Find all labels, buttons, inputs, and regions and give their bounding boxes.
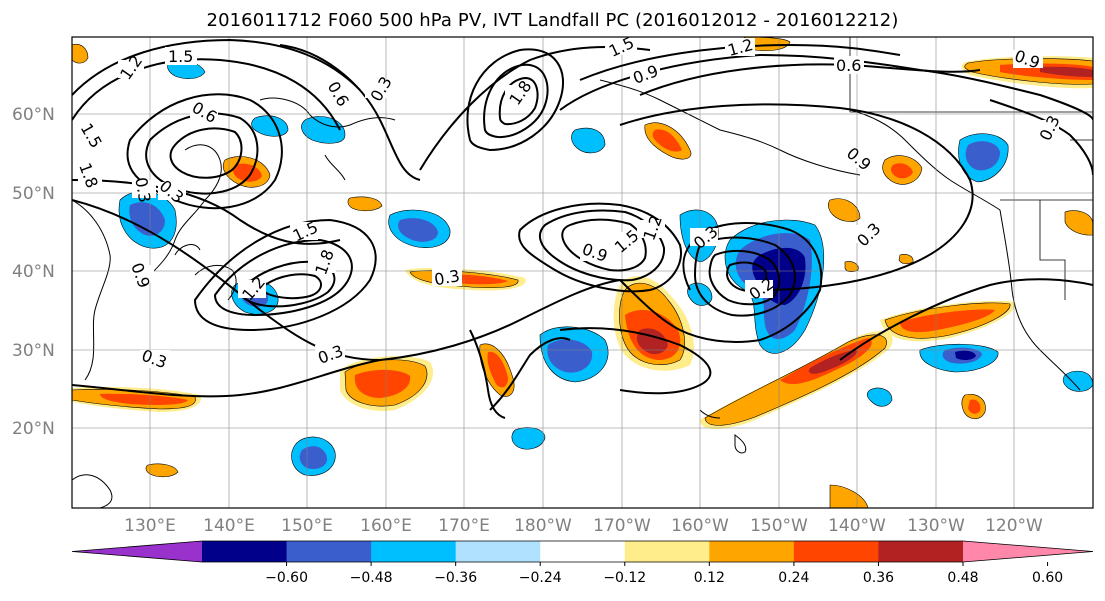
colorbar-tick-label: −0.24 bbox=[519, 570, 562, 586]
contour-label: 0.3 bbox=[433, 266, 461, 289]
colorbar-segment bbox=[540, 541, 626, 562]
colorbar-segment bbox=[878, 541, 964, 562]
positive-anomaly-blob bbox=[72, 37, 1093, 508]
colorbar-extend-max bbox=[963, 541, 1093, 562]
lon-label: 150°E bbox=[281, 516, 333, 536]
lat-label: 50°N bbox=[12, 184, 55, 204]
lat-label: 20°N bbox=[12, 419, 55, 439]
colorbar-tick-label: 0.24 bbox=[778, 570, 809, 586]
map-border bbox=[71, 36, 1094, 509]
colorbar-segment bbox=[455, 541, 541, 562]
colorbar-tick-label: −0.60 bbox=[265, 570, 308, 586]
positive-anomaly-blob bbox=[880, 300, 1016, 342]
colorbar-tick-label: 0.36 bbox=[863, 570, 894, 586]
positive-anomaly-blob bbox=[222, 155, 923, 188]
lon-label: 120°W bbox=[985, 516, 1043, 536]
colorbar-segment bbox=[624, 541, 710, 562]
gridlines bbox=[72, 37, 1093, 508]
lon-label: 130°W bbox=[907, 516, 965, 536]
contour-label: 0.6 bbox=[836, 56, 861, 75]
contour-labels: 1.5 1.2 0.6 1.5 1.8 0.3 1.8 0.9 1.5 1.2 … bbox=[75, 35, 1064, 372]
contour-label: 1.5 bbox=[168, 47, 193, 66]
map-content: 1.5 1.2 0.6 1.5 1.8 0.3 1.8 0.9 1.5 1.2 … bbox=[72, 35, 1093, 508]
lat-label: 60°N bbox=[12, 105, 55, 125]
colorbar-segment bbox=[371, 541, 457, 562]
lon-label: 160°E bbox=[360, 516, 412, 536]
colorbar-segment bbox=[709, 541, 795, 562]
lon-label: 140°E bbox=[203, 516, 255, 536]
map-title: 2016011712 F060 500 hPa PV, IVT Landfall… bbox=[206, 10, 899, 31]
lat-label: 30°N bbox=[12, 341, 55, 361]
colorbar-outline bbox=[71, 540, 1094, 563]
colorbar-extend-min bbox=[72, 541, 202, 562]
colorbar-tick-label: 0.60 bbox=[1032, 570, 1063, 586]
colorbar-tick-label: 0.48 bbox=[947, 570, 978, 586]
lon-label: 180°W bbox=[514, 516, 572, 536]
colorbar-tick-label: −0.12 bbox=[603, 570, 646, 586]
longitude-labels: 130°E 140°E 150°E 160°E 170°E 180°W 170°… bbox=[124, 516, 1043, 536]
negative-anomaly-blob bbox=[388, 209, 451, 249]
political-boundaries bbox=[849, 37, 1093, 300]
negative-anomaly-blob bbox=[291, 436, 336, 476]
lon-label: 160°W bbox=[671, 516, 729, 536]
negative-anomaly-blob bbox=[118, 191, 177, 249]
lat-label: 40°N bbox=[12, 262, 55, 282]
colorbar-segment bbox=[202, 541, 288, 562]
lon-label: 170°E bbox=[438, 516, 490, 536]
negative-anomaly-blob bbox=[539, 326, 609, 383]
contour-label: 1.2 bbox=[726, 35, 756, 60]
positive-anomaly-blob bbox=[961, 56, 1093, 89]
colorbar-tick-label: −0.36 bbox=[434, 570, 477, 586]
colorbar-tick-label: 0.12 bbox=[694, 570, 725, 586]
lon-label: 150°W bbox=[750, 516, 808, 536]
colorbar-segment bbox=[286, 541, 372, 562]
negative-anomaly-blob bbox=[919, 343, 999, 373]
lon-label: 170°W bbox=[593, 516, 651, 536]
latitude-labels: 60°N 50°N 40°N 30°N 20°N bbox=[12, 105, 55, 439]
shading-layer bbox=[72, 37, 1093, 508]
colorbar: −0.60 −0.48 −0.36 −0.24 −0.12 0.12 0.24 0.36 0.4… bbox=[71, 540, 1094, 586]
lon-label: 140°W bbox=[828, 516, 886, 536]
colorbar-segment bbox=[793, 541, 879, 562]
lon-label: 130°E bbox=[124, 516, 176, 536]
colorbar-tick-label: −0.48 bbox=[350, 570, 393, 586]
contour-label: 0.3 bbox=[131, 176, 154, 204]
negative-anomaly-blob bbox=[866, 133, 1093, 407]
